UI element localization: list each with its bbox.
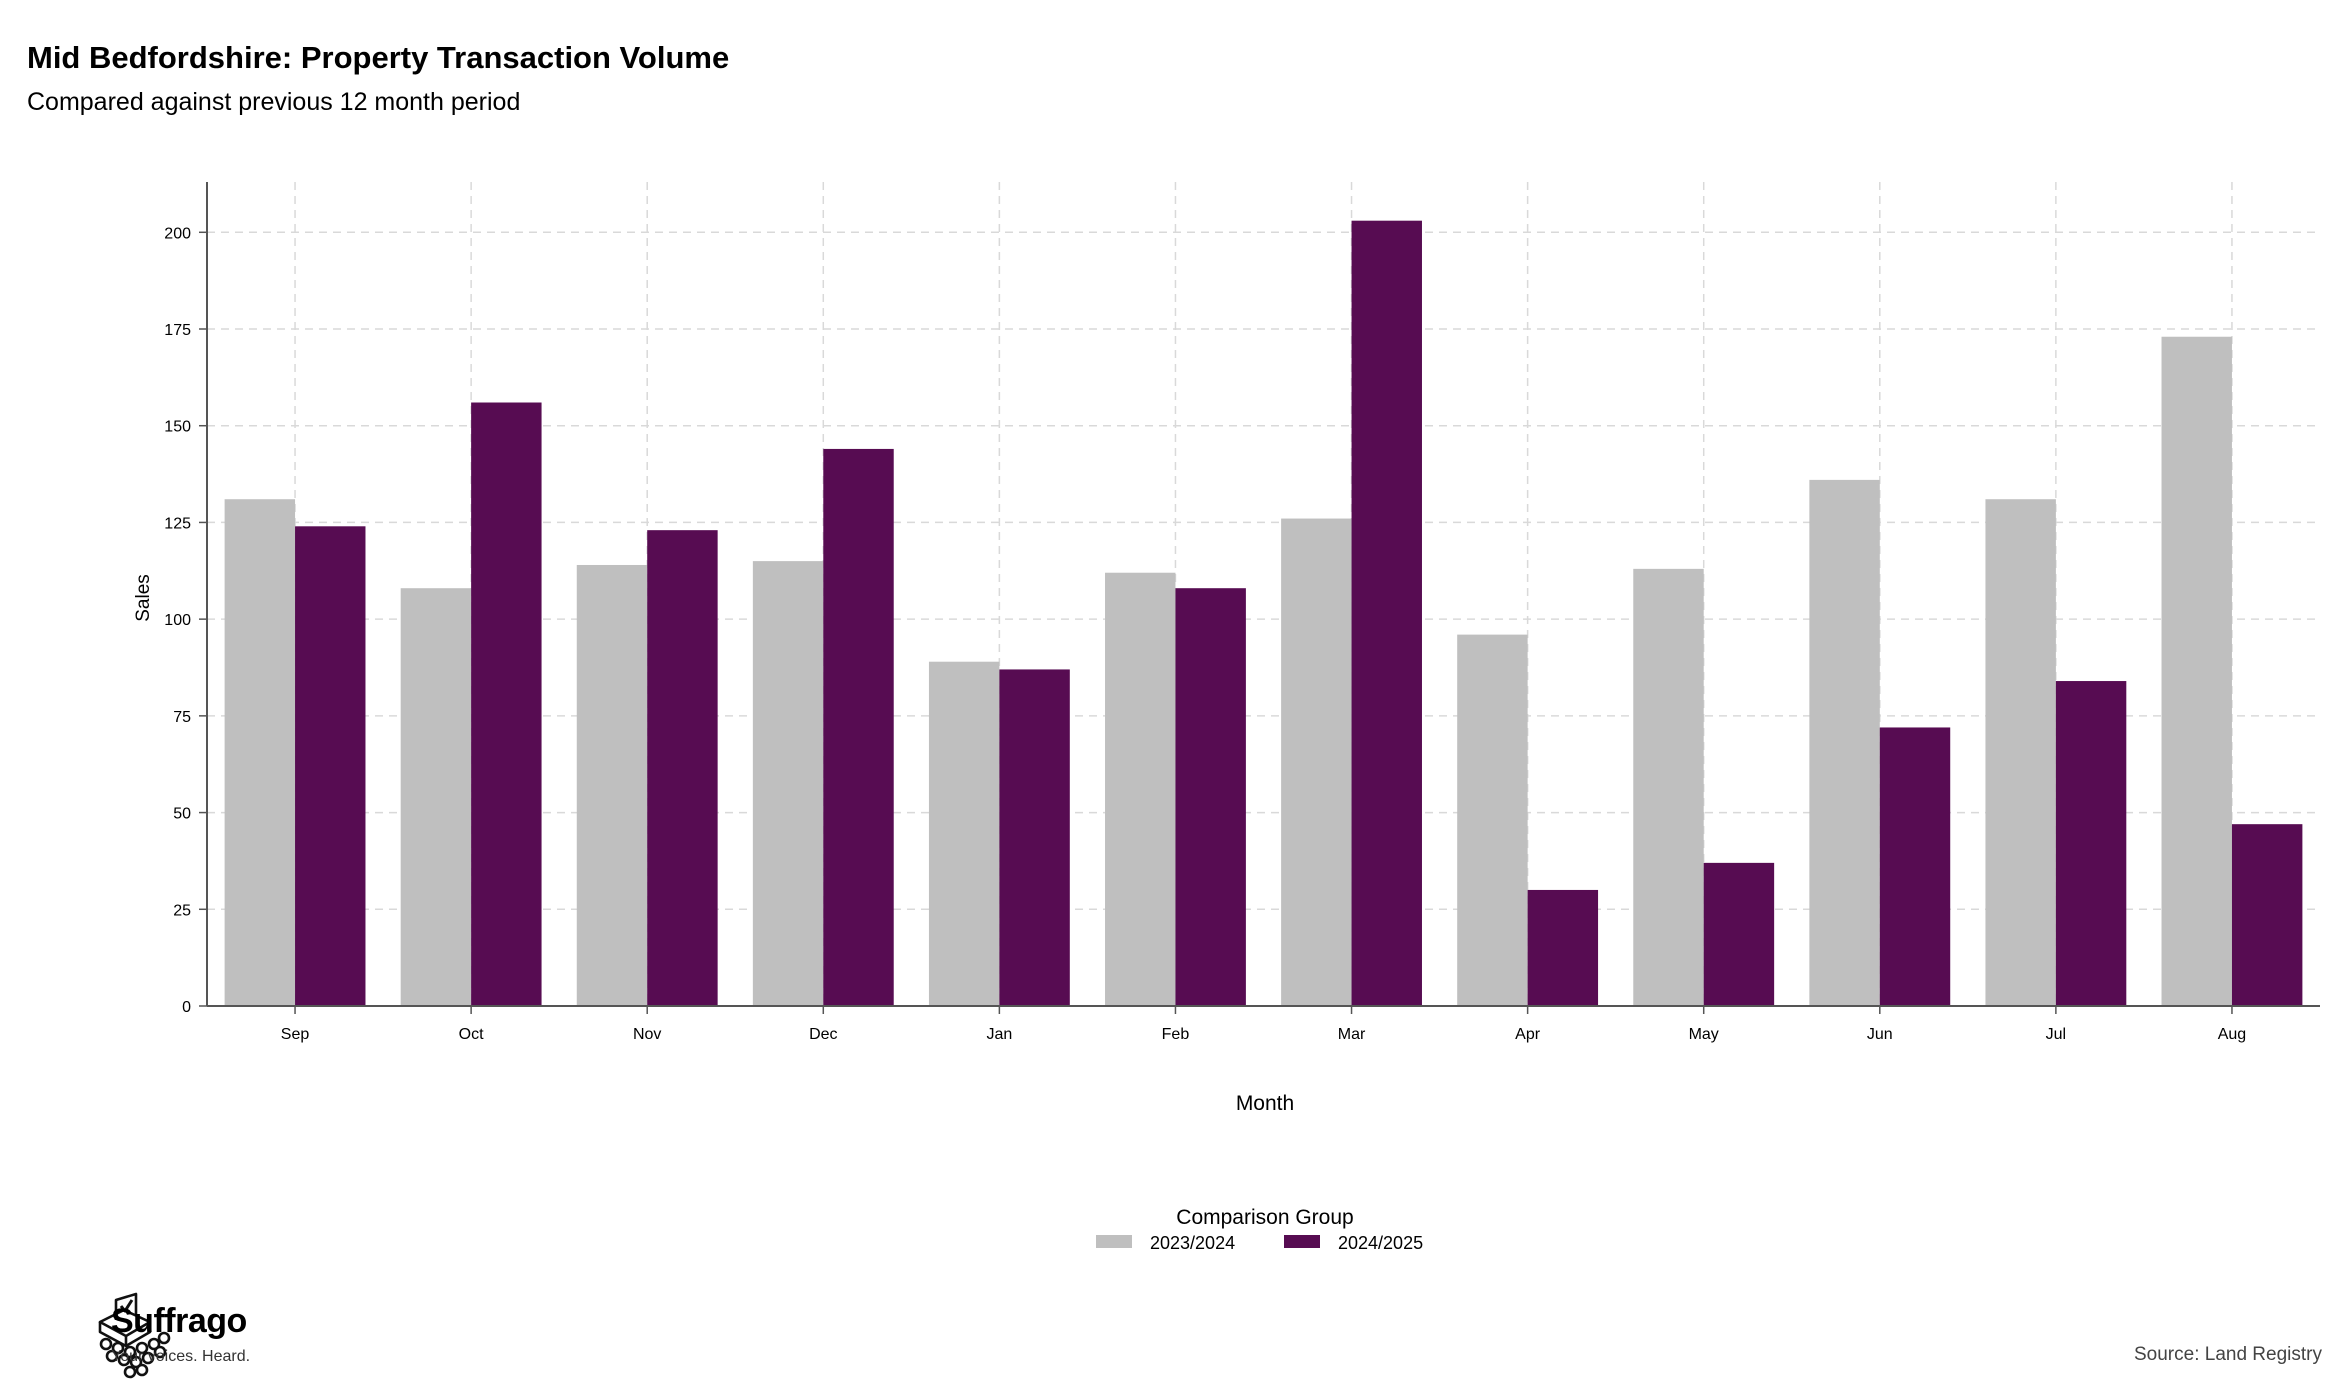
bar-2024-2025-sep [295,526,366,1006]
bar-2023-2024-dec [752,561,824,1006]
bar-2023-2024-mar [1281,518,1352,1006]
x-tick-label: Mar [1338,1026,1366,1043]
bar-2023-2024-jan [928,661,1000,1006]
bar-2024-2025-oct [471,402,542,1006]
x-tick-label: Jul [2046,1026,2066,1043]
y-tick-label: 200 [164,225,191,242]
bar-2024-2025-nov [647,530,718,1006]
bar-2024-2025-feb [1175,588,1246,1006]
x-tick-label: Feb [1162,1026,1190,1043]
bar-2024-2025-mar [1351,220,1422,1007]
legend-title: Comparison Group [1176,1206,1353,1229]
suffrago-logo-icon [98,1292,171,1379]
legend: 2023/2024 2024/2025 [1096,1233,1423,1250]
legend-swatch-2023-2024 [1096,1235,1132,1248]
x-tick-label: Dec [809,1026,837,1043]
bar-2023-2024-jul [1985,499,2056,1006]
x-tick-label: Jan [986,1026,1012,1043]
bar-chart: 0 25 50 75 100 125 150 175 200 Sep Oct Nov Dec Jan Fe… [133,182,2320,1250]
bar-2023-2024-sep [224,499,296,1006]
brand-name: Suffrago [111,1302,247,1340]
legend-swatch-2024-2025 [1284,1235,1320,1248]
chart-subtitle: Compared against previous 12 month perio… [27,88,521,116]
bars [224,220,2303,1007]
bar-2023-2024-apr [1457,634,1528,1006]
brand-tagline: Your voices. Heard. [111,1348,251,1365]
bar-2023-2024-jun [1809,479,1880,1006]
y-tick-label: 0 [182,999,191,1016]
x-tick-label: Nov [633,1026,661,1043]
y-tick-labels: 0 25 50 75 100 125 150 175 200 [164,225,191,1016]
bar-2024-2025-dec [823,448,894,1006]
bar-2023-2024-aug [2161,336,2232,1006]
bar-2024-2025-jun [1879,727,1951,1006]
y-tick-label: 175 [164,322,191,339]
bar-2024-2025-apr [1527,889,1599,1006]
x-tick-label: May [1689,1026,1719,1043]
y-tick-label: 100 [164,612,191,629]
x-tick-labels: Sep Oct Nov Dec Jan Feb Mar Apr May Jun Jul Aug [281,1026,2246,1043]
bar-2023-2024-may [1633,568,1704,1006]
x-tick-label: Jun [1867,1026,1893,1043]
y-tick-label: 125 [164,515,191,532]
x-tick-label: Oct [459,1026,484,1043]
bar-2023-2024-nov [576,564,648,1006]
axes [199,182,2320,1014]
y-tick-label: 150 [164,419,191,436]
bar-2024-2025-jan [999,669,1070,1006]
bar-2024-2025-jul [2055,681,2127,1006]
bar-2023-2024-feb [1105,572,1176,1006]
y-axis-label: Sales [133,574,154,622]
y-tick-label: 50 [173,806,191,823]
bar-2024-2025-may [1703,862,1775,1006]
x-tick-label: Aug [2218,1026,2246,1043]
bar-2023-2024-oct [400,588,472,1006]
bar-2024-2025-aug [2231,824,2303,1006]
x-tick-label: Sep [281,1026,310,1043]
x-tick-label: Apr [1515,1026,1541,1043]
y-tick-label: 75 [173,709,191,726]
y-tick-label: 25 [173,902,191,919]
source-note: Source: Land Registry [2134,1344,2322,1365]
x-axis-label: Month [1236,1092,1294,1115]
legend-label: 2024/2025 [1338,1233,1423,1250]
chart-title: Mid Bedfordshire: Property Transaction V… [27,40,730,75]
legend-label: 2023/2024 [1150,1233,1235,1250]
